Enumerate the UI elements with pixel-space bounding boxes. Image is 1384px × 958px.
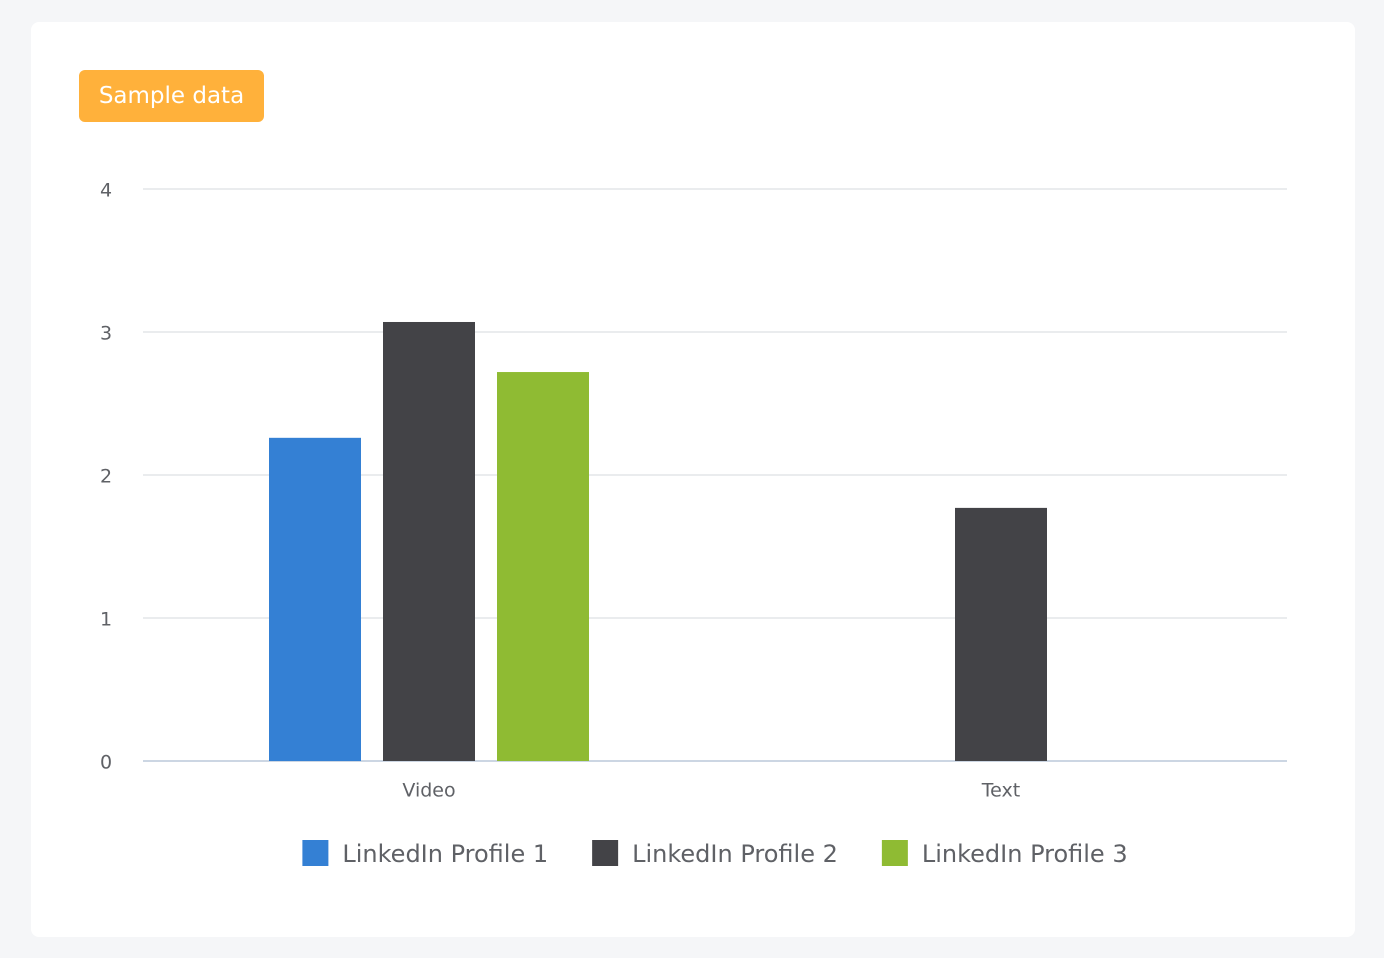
y-tick-label: 0	[100, 752, 112, 774]
y-tick-label: 2	[100, 466, 112, 488]
legend-label: LinkedIn Profile 1	[342, 840, 548, 868]
x-tick-label: Text	[981, 780, 1020, 802]
bar	[955, 507, 1047, 761]
y-tick-label: 4	[100, 180, 112, 202]
sample-badge: Sample data	[79, 70, 264, 122]
x-tick-label: Video	[402, 780, 455, 802]
bar	[497, 372, 589, 761]
bar	[269, 437, 361, 761]
legend-label: LinkedIn Profile 2	[632, 840, 838, 868]
card: Sample data	[31, 22, 1355, 937]
legend-swatch	[881, 840, 908, 866]
legend-swatch	[302, 840, 329, 866]
y-tick-label: 1	[100, 609, 112, 631]
y-tick-label: 3	[100, 323, 112, 345]
bar	[383, 321, 475, 761]
legend-swatch	[592, 840, 619, 866]
legend-label: LinkedIn Profile 3	[922, 840, 1128, 868]
